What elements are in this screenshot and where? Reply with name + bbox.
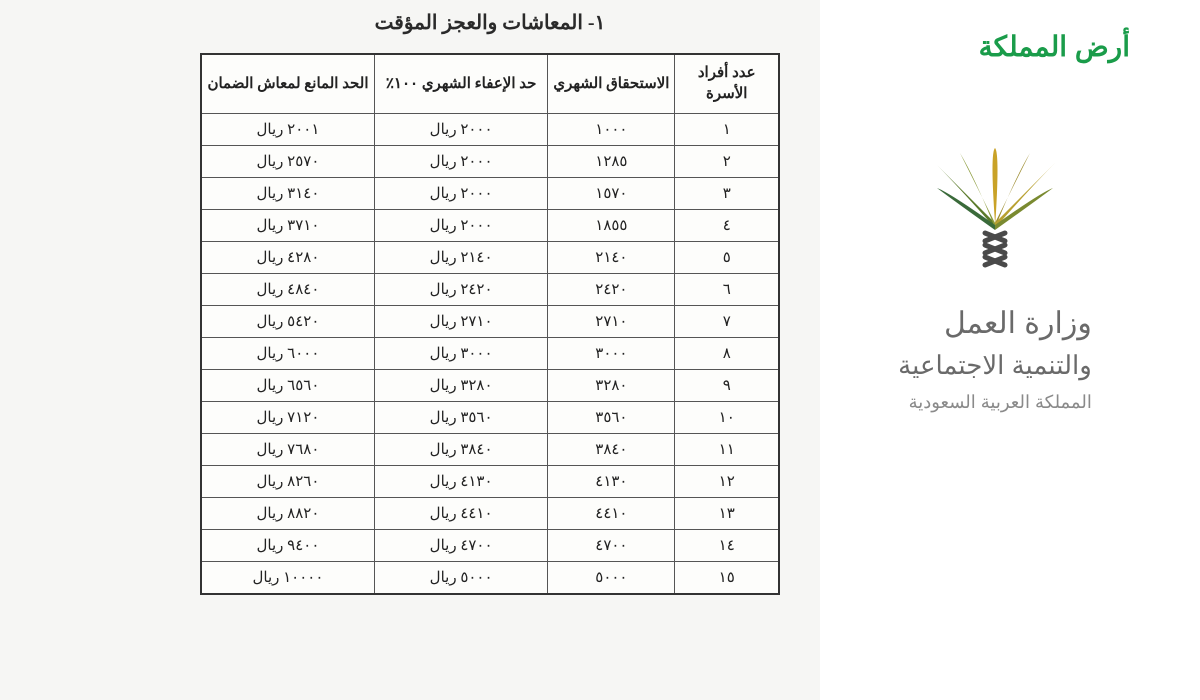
cell-family-size: ١٥	[675, 562, 779, 595]
cell-limit: ٧١٢٠ ريال	[201, 402, 374, 434]
cell-family-size: ٩	[675, 370, 779, 402]
cell-limit: ٢٠٠١ ريال	[201, 114, 374, 146]
ministry-logo-block: وزارة العمل والتنمية الاجتماعية المملكة …	[898, 143, 1092, 416]
cell-exemption: ٢٠٠٠ ريال	[374, 210, 547, 242]
table-row: ١٢٤١٣٠٤١٣٠ ريال٨٢٦٠ ريال	[201, 466, 779, 498]
cell-limit: ٧٦٨٠ ريال	[201, 434, 374, 466]
cell-entitlement: ١٢٨٥	[548, 146, 675, 178]
cell-family-size: ٦	[675, 274, 779, 306]
cell-exemption: ٢١٤٠ ريال	[374, 242, 547, 274]
table-row: ٥٢١٤٠٢١٤٠ ريال٤٢٨٠ ريال	[201, 242, 779, 274]
cell-limit: ١٠٠٠٠ ريال	[201, 562, 374, 595]
cell-family-size: ٢	[675, 146, 779, 178]
cell-exemption: ٤٧٠٠ ريال	[374, 530, 547, 562]
palm-logo-icon	[925, 143, 1065, 283]
cell-exemption: ٢٠٠٠ ريال	[374, 114, 547, 146]
cell-family-size: ٨	[675, 338, 779, 370]
table-header-row: عدد أفراد الأسرة الاستحقاق الشهري حد الإ…	[201, 54, 779, 114]
table-panel: ١- المعاشات والعجز المؤقت عدد أفراد الأس…	[0, 0, 820, 700]
cell-exemption: ٥٠٠٠ ريال	[374, 562, 547, 595]
cell-exemption: ٢٧١٠ ريال	[374, 306, 547, 338]
cell-exemption: ٣٥٦٠ ريال	[374, 402, 547, 434]
table-row: ٤١٨٥٥٢٠٠٠ ريال٣٧١٠ ريال	[201, 210, 779, 242]
cell-exemption: ٣٨٤٠ ريال	[374, 434, 547, 466]
cell-entitlement: ١٨٥٥	[548, 210, 675, 242]
cell-limit: ٨٢٦٠ ريال	[201, 466, 374, 498]
cell-limit: ٨٨٢٠ ريال	[201, 498, 374, 530]
cell-entitlement: ٢١٤٠	[548, 242, 675, 274]
cell-entitlement: ٢٤٢٠	[548, 274, 675, 306]
table-row: ١٥٥٠٠٠٥٠٠٠ ريال١٠٠٠٠ ريال	[201, 562, 779, 595]
cell-family-size: ١٣	[675, 498, 779, 530]
ministry-line1: وزارة العمل	[898, 301, 1092, 346]
cell-entitlement: ١٠٠٠	[548, 114, 675, 146]
cell-entitlement: ٤٧٠٠	[548, 530, 675, 562]
cell-exemption: ٣٢٨٠ ريال	[374, 370, 547, 402]
col-limit: الحد المانع لمعاش الضمان	[201, 54, 374, 114]
cell-family-size: ١٢	[675, 466, 779, 498]
table-row: ٩٣٢٨٠٣٢٨٠ ريال٦٥٦٠ ريال	[201, 370, 779, 402]
cell-limit: ٦٠٠٠ ريال	[201, 338, 374, 370]
table-row: ٢١٢٨٥٢٠٠٠ ريال٢٥٧٠ ريال	[201, 146, 779, 178]
cell-entitlement: ٣٢٨٠	[548, 370, 675, 402]
cell-exemption: ٤٤١٠ ريال	[374, 498, 547, 530]
cell-entitlement: ٢٧١٠	[548, 306, 675, 338]
cell-exemption: ٢٤٢٠ ريال	[374, 274, 547, 306]
cell-family-size: ١١	[675, 434, 779, 466]
cell-entitlement: ٤١٣٠	[548, 466, 675, 498]
table-row: ١٣٤٤١٠٤٤١٠ ريال٨٨٢٠ ريال	[201, 498, 779, 530]
cell-limit: ٢٥٧٠ ريال	[201, 146, 374, 178]
col-entitlement: الاستحقاق الشهري	[548, 54, 675, 114]
cell-family-size: ١٤	[675, 530, 779, 562]
table-row: ٧٢٧١٠٢٧١٠ ريال٥٤٢٠ ريال	[201, 306, 779, 338]
table-body: ١١٠٠٠٢٠٠٠ ريال٢٠٠١ ريال٢١٢٨٥٢٠٠٠ ريال٢٥٧…	[201, 114, 779, 595]
pension-table: عدد أفراد الأسرة الاستحقاق الشهري حد الإ…	[200, 53, 780, 595]
cell-entitlement: ٣٨٤٠	[548, 434, 675, 466]
cell-family-size: ١٠	[675, 402, 779, 434]
ministry-line3: المملكة العربية السعودية	[898, 389, 1092, 416]
cell-family-size: ٥	[675, 242, 779, 274]
cell-entitlement: ٣٥٦٠	[548, 402, 675, 434]
col-family-size: عدد أفراد الأسرة	[675, 54, 779, 114]
cell-exemption: ٢٠٠٠ ريال	[374, 178, 547, 210]
cell-family-size: ٤	[675, 210, 779, 242]
cell-exemption: ٤١٣٠ ريال	[374, 466, 547, 498]
cell-family-size: ٣	[675, 178, 779, 210]
cell-limit: ٤٨٤٠ ريال	[201, 274, 374, 306]
table-row: ٣١٥٧٠٢٠٠٠ ريال٣١٤٠ ريال	[201, 178, 779, 210]
table-title: ١- المعاشات والعجز المؤقت	[200, 10, 780, 35]
watermark-text: أرض المملكة	[979, 30, 1130, 63]
ministry-line2: والتنمية الاجتماعية	[898, 346, 1092, 385]
cell-limit: ٥٤٢٠ ريال	[201, 306, 374, 338]
cell-entitlement: ٣٠٠٠	[548, 338, 675, 370]
cell-limit: ٤٢٨٠ ريال	[201, 242, 374, 274]
table-row: ١١٠٠٠٢٠٠٠ ريال٢٠٠١ ريال	[201, 114, 779, 146]
cell-entitlement: ٥٠٠٠	[548, 562, 675, 595]
cell-limit: ٣١٤٠ ريال	[201, 178, 374, 210]
branding-panel: أرض المملكة	[820, 0, 1200, 700]
cell-family-size: ١	[675, 114, 779, 146]
table-row: ٨٣٠٠٠٣٠٠٠ ريال٦٠٠٠ ريال	[201, 338, 779, 370]
cell-exemption: ٣٠٠٠ ريال	[374, 338, 547, 370]
table-row: ١١٣٨٤٠٣٨٤٠ ريال٧٦٨٠ ريال	[201, 434, 779, 466]
table-row: ١٠٣٥٦٠٣٥٦٠ ريال٧١٢٠ ريال	[201, 402, 779, 434]
cell-entitlement: ١٥٧٠	[548, 178, 675, 210]
cell-entitlement: ٤٤١٠	[548, 498, 675, 530]
cell-limit: ٣٧١٠ ريال	[201, 210, 374, 242]
cell-exemption: ٢٠٠٠ ريال	[374, 146, 547, 178]
page-root: أرض المملكة	[0, 0, 1200, 700]
cell-limit: ٦٥٦٠ ريال	[201, 370, 374, 402]
cell-family-size: ٧	[675, 306, 779, 338]
ministry-name: وزارة العمل والتنمية الاجتماعية المملكة …	[898, 301, 1092, 416]
col-exemption: حد الإعفاء الشهري ١٠٠٪	[374, 54, 547, 114]
cell-limit: ٩٤٠٠ ريال	[201, 530, 374, 562]
table-row: ٦٢٤٢٠٢٤٢٠ ريال٤٨٤٠ ريال	[201, 274, 779, 306]
table-row: ١٤٤٧٠٠٤٧٠٠ ريال٩٤٠٠ ريال	[201, 530, 779, 562]
